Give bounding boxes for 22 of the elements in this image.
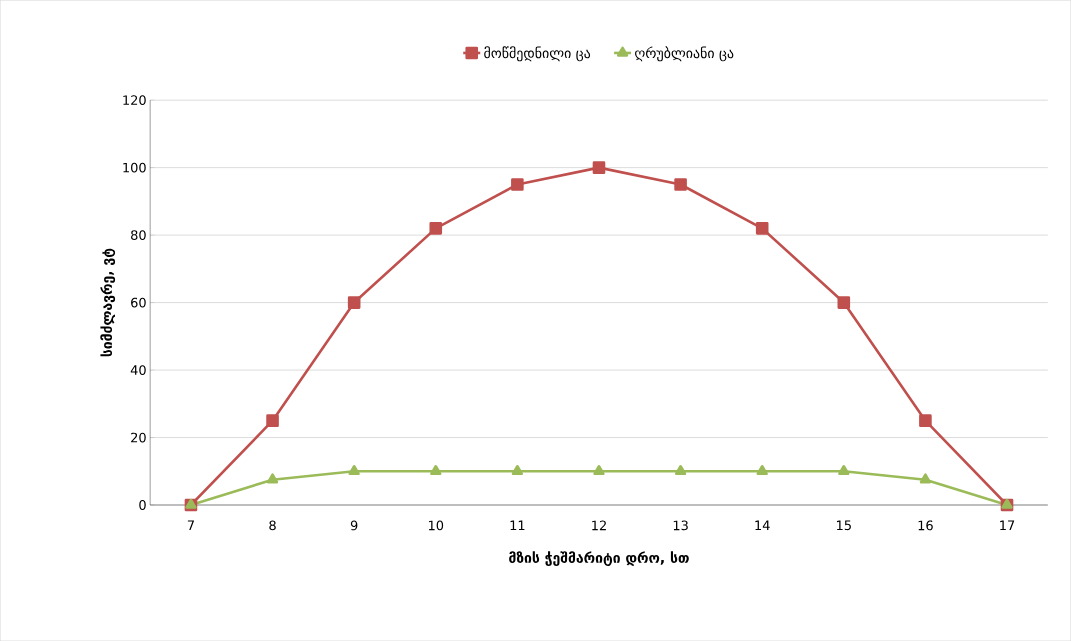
y-tick-label: 120 [123, 95, 146, 105]
x-tick-label: 10 [428, 520, 444, 531]
y-tick-label: 100 [123, 162, 146, 173]
y-tick-label: 40 [130, 365, 146, 375]
x-tick-label: 11 [510, 520, 525, 530]
x-tick-label: 12 [592, 520, 606, 531]
x-tick-label: 13 [673, 520, 688, 531]
x-tick-label: 14 [755, 520, 770, 530]
x-tick-label: 15 [836, 520, 851, 531]
legend-label: მოწმედნილი ცა [484, 46, 591, 62]
y-tick-label: 60 [131, 297, 146, 308]
y-tick-label: 0 [139, 500, 146, 510]
y-axis-title: სიმძლავრე, ვტ [100, 248, 116, 357]
y-tick-label: 20 [131, 432, 146, 443]
x-axis-title: მზის ჭეშმარიტი დრო, სთ [509, 551, 689, 566]
legend-label: ღრუბლიანი ცა [635, 46, 734, 62]
x-tick-label: 8 [269, 520, 276, 531]
x-tick-label: 16 [918, 520, 933, 531]
y-tick-label: 80 [131, 230, 146, 240]
x-tick-label: 9 [350, 520, 358, 531]
x-tick-label: 7 [187, 520, 194, 530]
x-tick-label: 17 [1000, 520, 1015, 530]
